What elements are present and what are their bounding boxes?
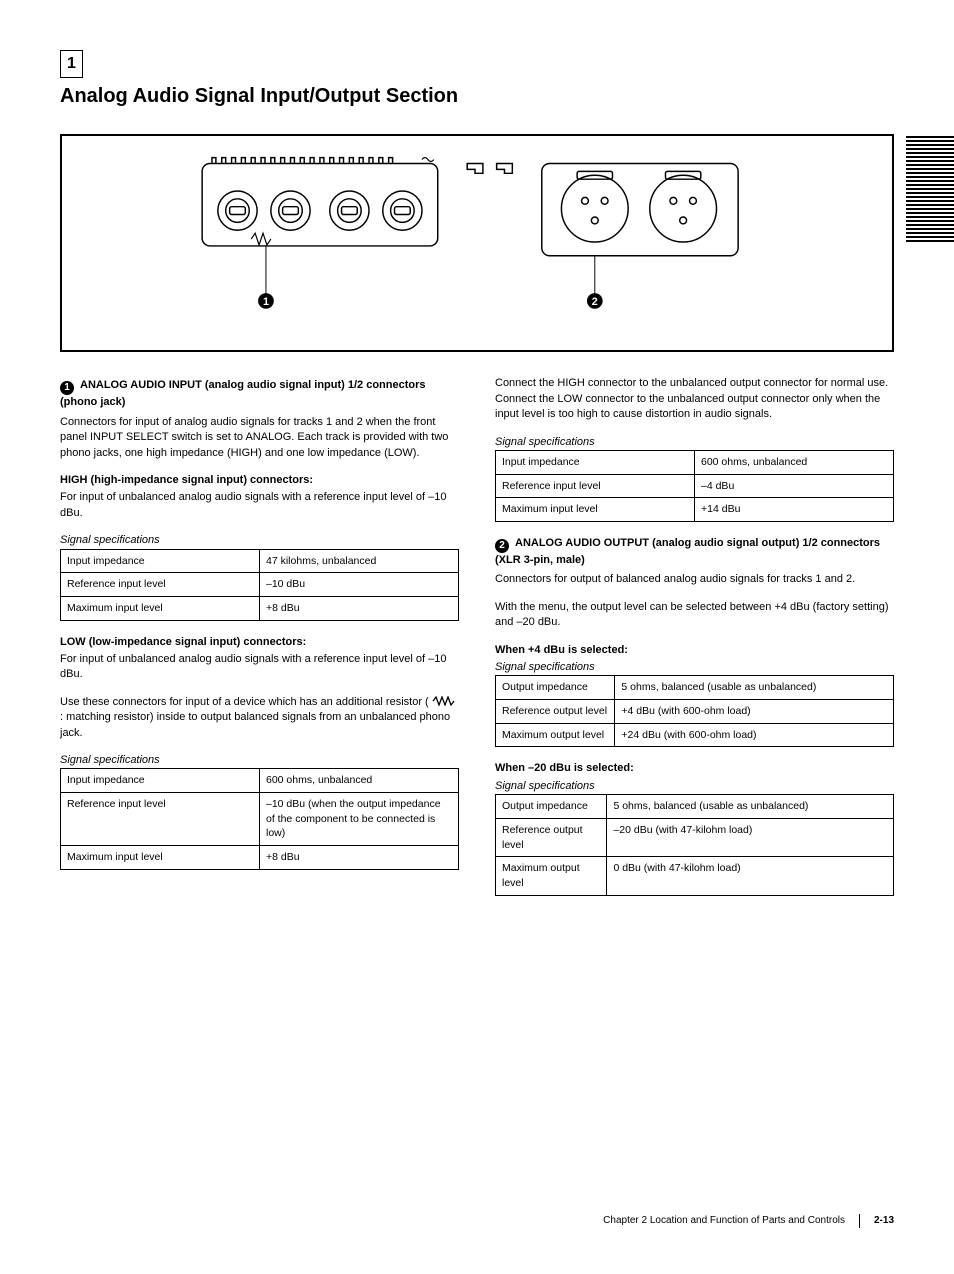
table-row: Reference input level–4 dBu [496, 474, 894, 498]
table-row: Output impedance5 ohms, balanced (usable… [496, 676, 894, 700]
table-row: Maximum input level+8 dBu [61, 846, 459, 870]
table-row: Input impedance600 ohms, unbalanced [496, 450, 894, 474]
table-row: Maximum input level+14 dBu [496, 498, 894, 522]
table-row: Maximum output level0 dBu (with 47-kiloh… [496, 857, 894, 895]
table-row: Reference output level–20 dBu (with 47-k… [496, 818, 894, 856]
xlr-connector [561, 172, 628, 243]
low-spec-caption: Signal specifications [60, 753, 459, 768]
resistor-icon [432, 696, 456, 706]
table-row: Input impedance47 kilohms, unbalanced [61, 549, 459, 573]
callout-1-para: Connectors for input of analog audio sig… [60, 415, 459, 461]
diagram-box: 1 2 [60, 134, 894, 352]
minus20-spec-caption: Signal specifications [495, 779, 894, 794]
diagram-callout-2: 2 [592, 296, 598, 308]
table-row: Reference output level+4 dBu (with 600-o… [496, 700, 894, 724]
table-row: Reference input level–10 dBu (when the o… [61, 793, 459, 846]
table-row: Maximum input level+8 dBu [61, 596, 459, 620]
plus4-spec-caption: Signal specifications [495, 660, 894, 675]
footer-page: 2-13 [874, 1214, 894, 1228]
footer-separator [859, 1214, 860, 1228]
table-row: Output impedance5 ohms, balanced (usable… [496, 795, 894, 819]
table-row: Reference input level–10 dBu [61, 573, 459, 597]
content-columns: 1ANALOG AUDIO INPUT (analog audio signal… [60, 376, 894, 909]
section-number: 1 [60, 50, 83, 78]
continue-spec-caption: Signal specifications [495, 435, 894, 450]
table-row: Input impedance600 ohms, unbalanced [61, 769, 459, 793]
low-spec-table: Input impedance600 ohms, unbalanced Refe… [60, 768, 459, 869]
callout-1-heading: 1ANALOG AUDIO INPUT (analog audio signal… [60, 378, 459, 410]
high-spec-caption: Signal specifications [60, 533, 459, 548]
minus20-heading: When –20 dBu is selected: [495, 761, 894, 776]
side-stripes [906, 136, 954, 244]
callout-2-para2: With the menu, the output level can be s… [495, 600, 894, 631]
table-row: Maximum output level+24 dBu (with 600-oh… [496, 723, 894, 747]
callout-1-title: ANALOG AUDIO INPUT (analog audio signal … [60, 379, 426, 408]
plus4-heading: When +4 dBu is selected: [495, 643, 894, 658]
left-column: 1ANALOG AUDIO INPUT (analog audio signal… [60, 376, 459, 909]
low-para2: Use these connectors for input of a devi… [60, 695, 459, 741]
rca-jack [218, 191, 257, 230]
section-title: Analog Audio Signal Input/Output Section [60, 82, 894, 110]
high-spec-table: Input impedance47 kilohms, unbalanced Re… [60, 549, 459, 621]
callout-1-num: 1 [60, 381, 74, 395]
callout-2-title: ANALOG AUDIO OUTPUT (analog audio signal… [495, 537, 880, 566]
low-heading: LOW (low-impedance signal input) connect… [60, 635, 459, 650]
plus4-spec-table: Output impedance5 ohms, balanced (usable… [495, 675, 894, 747]
low-para1: For input of unbalanced analog audio sig… [60, 652, 459, 683]
footer-chapter: Chapter 2 Location and Function of Parts… [603, 1214, 845, 1228]
diagram-callout-1: 1 [263, 296, 269, 308]
callout-2-para1: Connectors for output of balanced analog… [495, 572, 894, 587]
high-heading: HIGH (high-impedance signal input) conne… [60, 473, 459, 488]
right-column: Connect the HIGH connector to the unbala… [495, 376, 894, 909]
callout-2-heading: 2ANALOG AUDIO OUTPUT (analog audio signa… [495, 536, 894, 568]
high-para: For input of unbalanced analog audio sig… [60, 490, 459, 521]
callout-2-num: 2 [495, 539, 509, 553]
rear-panel-diagram: 1 2 [62, 136, 892, 350]
continue-spec-table: Input impedance600 ohms, unbalanced Refe… [495, 450, 894, 522]
page-footer: Chapter 2 Location and Function of Parts… [0, 1214, 954, 1228]
continue-para: Connect the HIGH connector to the unbala… [495, 376, 894, 422]
minus20-spec-table: Output impedance5 ohms, balanced (usable… [495, 794, 894, 895]
